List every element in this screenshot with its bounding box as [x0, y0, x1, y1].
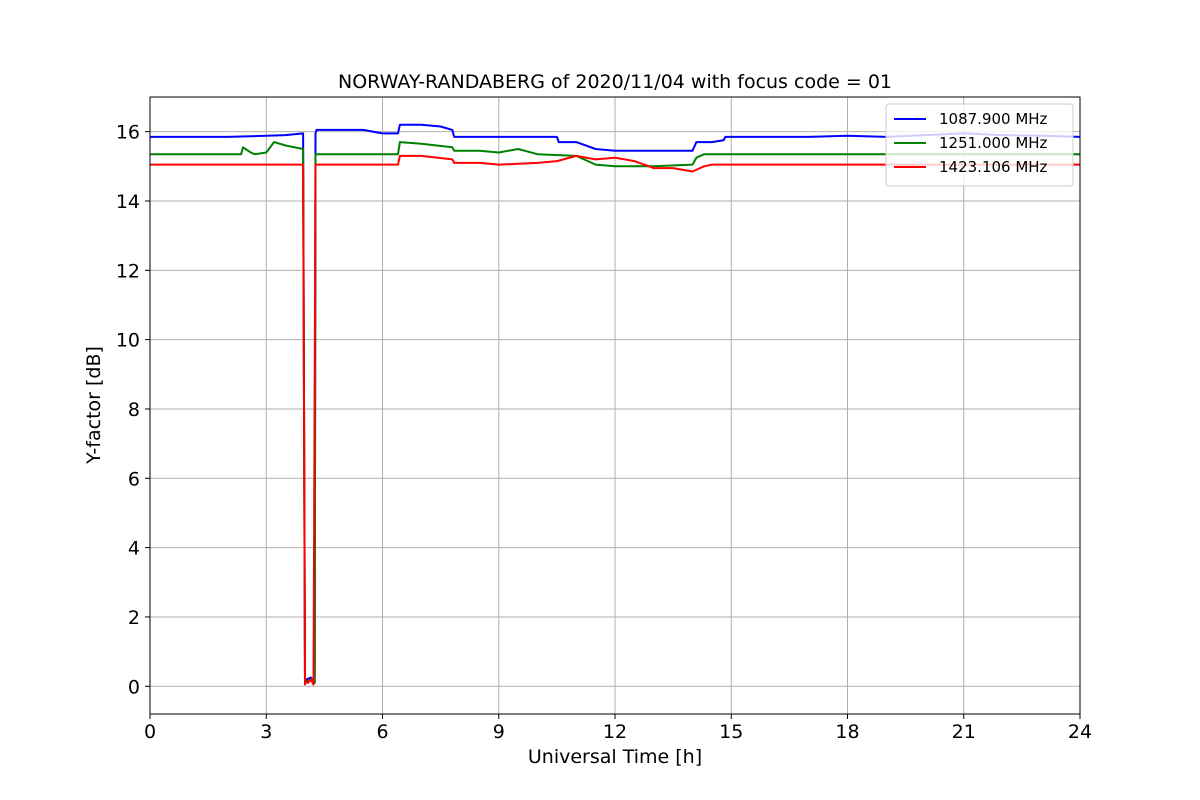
- legend-label: 1423.106 MHz: [939, 158, 1048, 176]
- legend-box: [885, 103, 1074, 187]
- x-tick-label: 15: [719, 721, 743, 743]
- x-tick-label: 12: [603, 721, 627, 743]
- y-tick-label: 10: [116, 330, 140, 352]
- y-tick-label: 12: [116, 260, 140, 282]
- x-tick-label: 18: [835, 721, 859, 743]
- y-axis-label: Y-factor [dB]: [83, 346, 105, 465]
- y-axis: 0 2 4 6 8 10 12 14 16: [116, 122, 150, 698]
- chart-title: NORWAY-RANDABERG of 2020/11/04 with focu…: [338, 71, 892, 93]
- y-tick-label: 14: [116, 191, 140, 213]
- x-axis: 0 3 6 9 12 15 18 21 24: [144, 714, 1092, 743]
- plot-lines: [150, 123, 1081, 686]
- y-tick-label: 2: [128, 607, 140, 629]
- series-line-3: [150, 154, 1080, 686]
- x-tick-label: 24: [1068, 721, 1092, 743]
- x-tick-label: 21: [952, 721, 976, 743]
- y-tick-label: 4: [128, 538, 140, 560]
- x-tick-label: 6: [376, 721, 388, 743]
- x-tick-label: 9: [493, 721, 505, 743]
- y-tick-label: 6: [128, 468, 140, 490]
- legend-label: 1251.000 MHz: [939, 134, 1048, 152]
- legend-label: 1087.900 MHz: [939, 110, 1048, 128]
- x-axis-label: Universal Time [h]: [528, 746, 702, 768]
- x-tick-label: 3: [260, 721, 272, 743]
- y-tick-label: 8: [128, 399, 140, 421]
- legend: 1087.900 MHz 1251.000 MHz 1423.106 MHz: [885, 103, 1074, 187]
- x-tick-label: 0: [144, 721, 156, 743]
- y-tick-label: 0: [128, 676, 140, 698]
- series-line-2: [150, 141, 1080, 684]
- y-tick-label: 16: [116, 122, 140, 144]
